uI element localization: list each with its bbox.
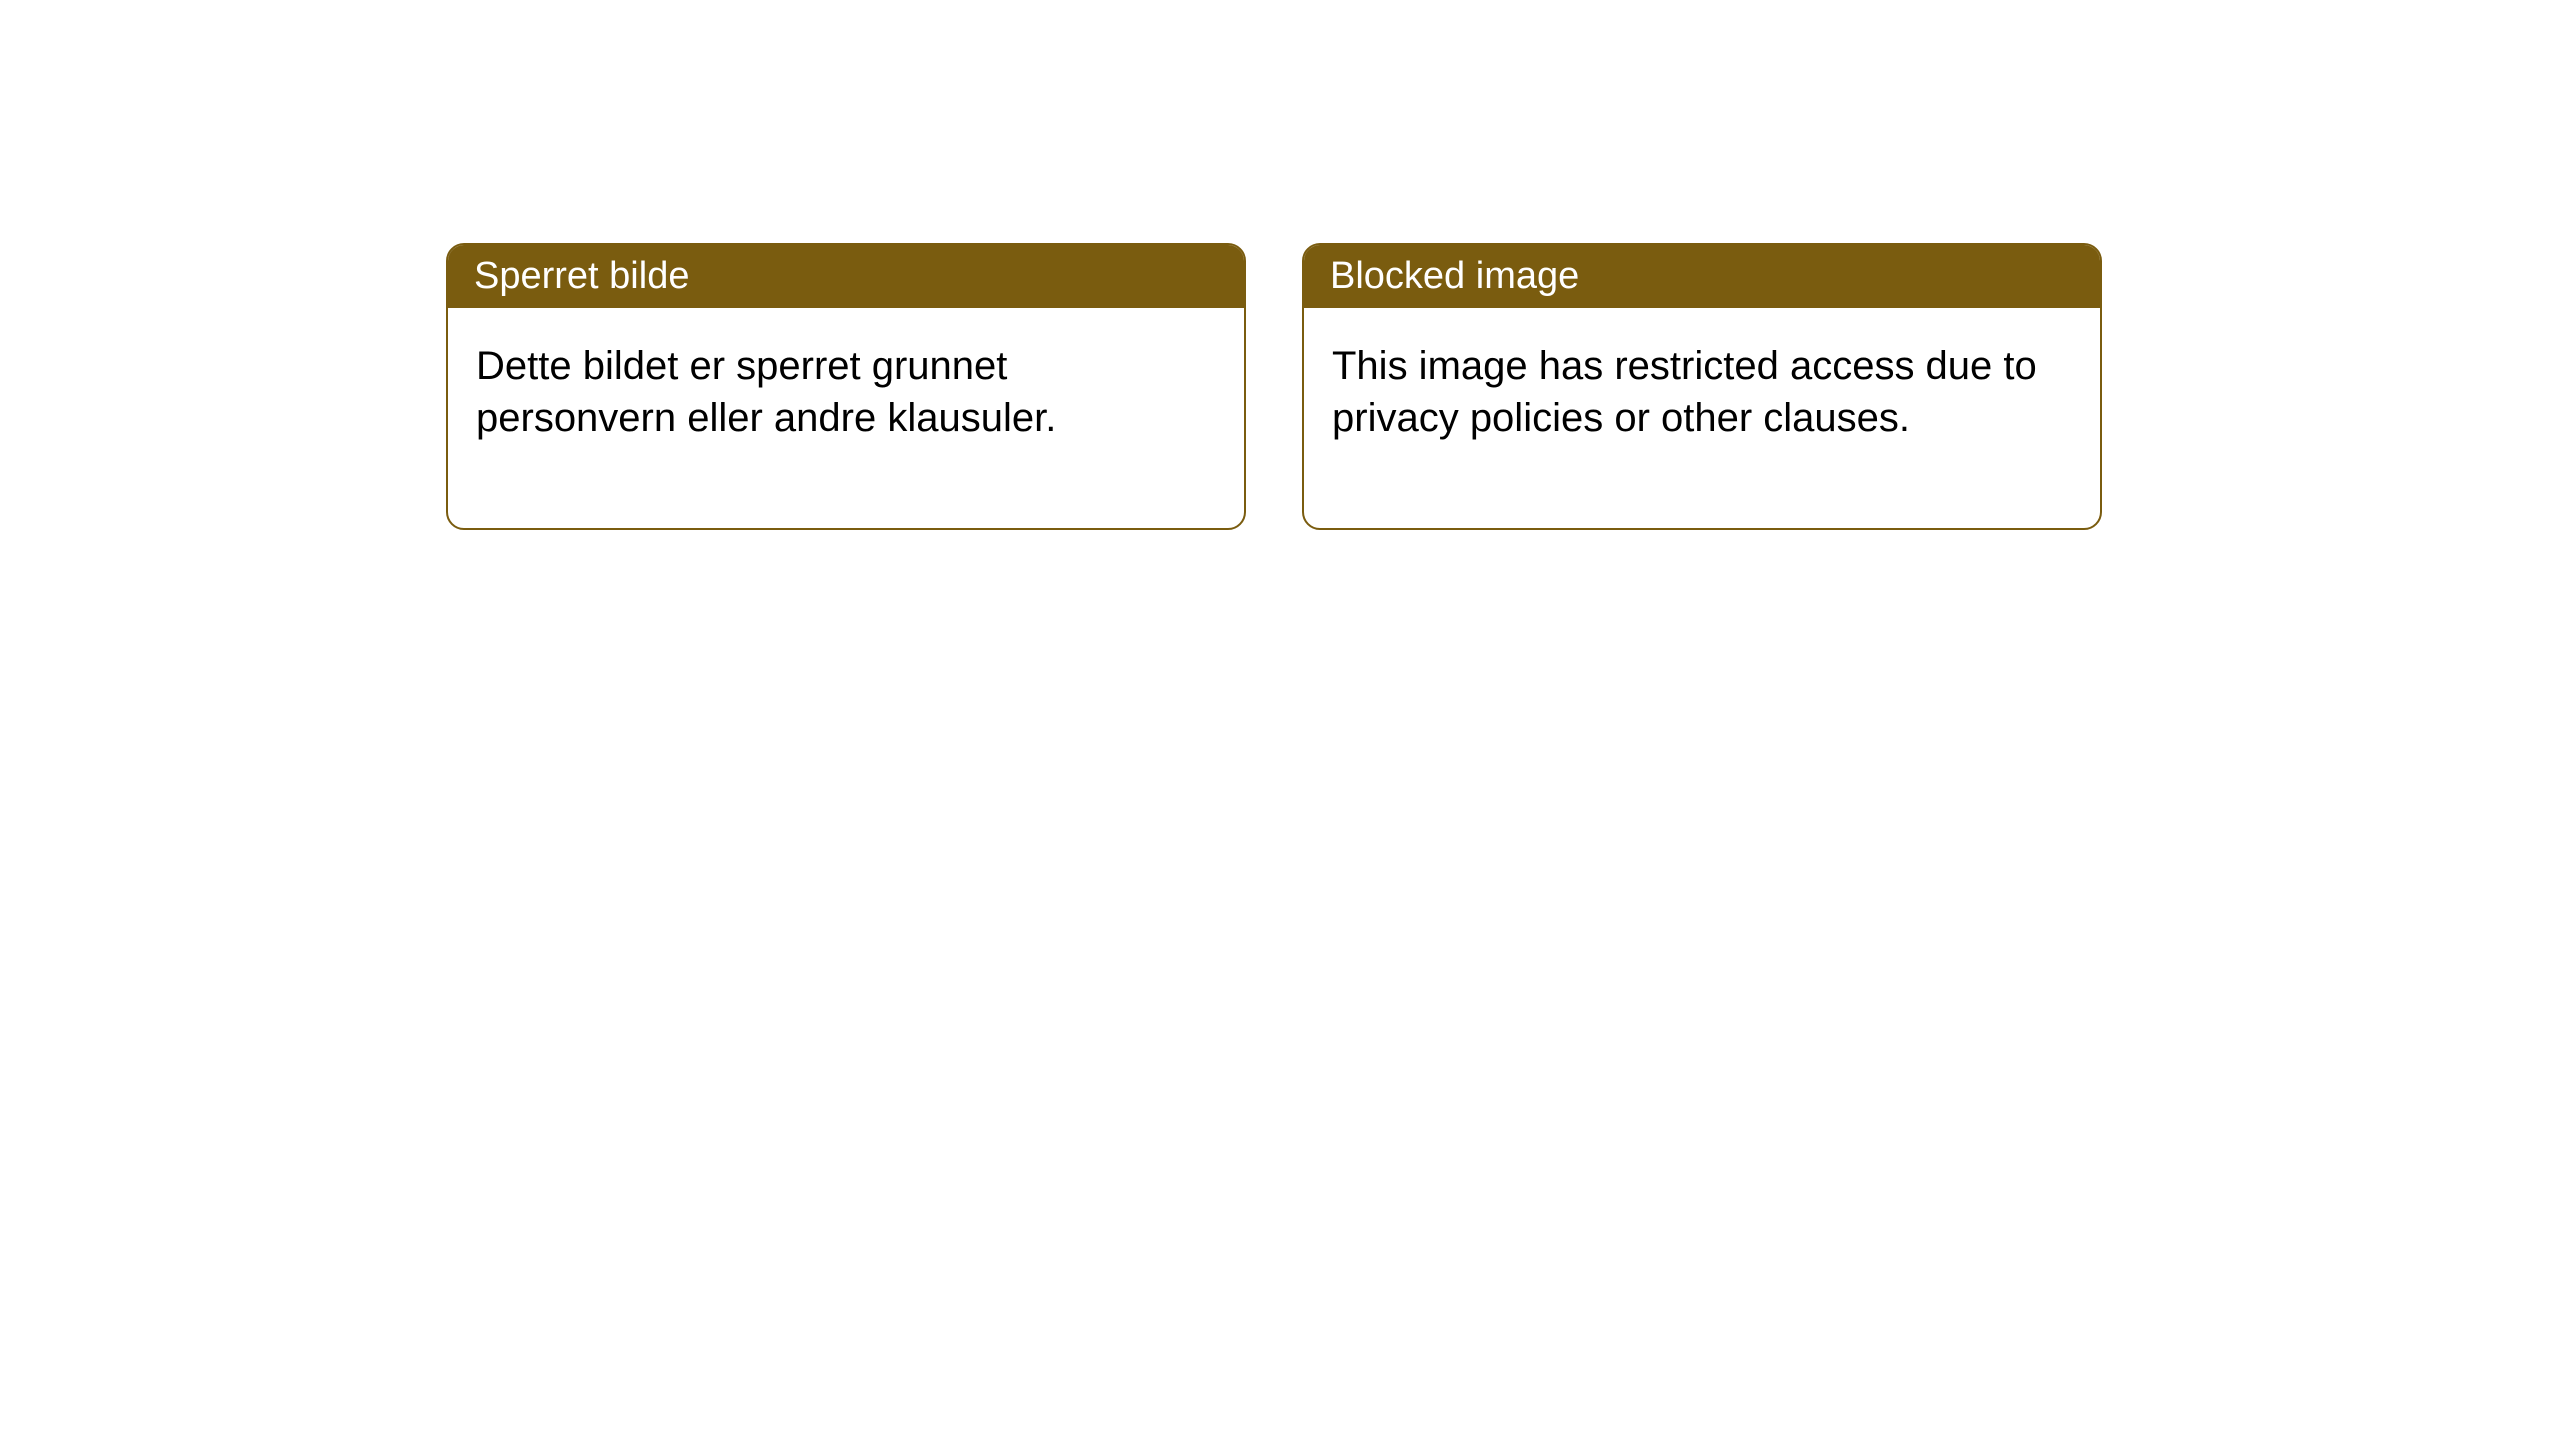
notice-card-norwegian: Sperret bilde Dette bildet er sperret gr… [446, 243, 1246, 530]
notice-card-english: Blocked image This image has restricted … [1302, 243, 2102, 530]
notice-body-text: Dette bildet er sperret grunnet personve… [476, 344, 1056, 440]
notice-card-body: Dette bildet er sperret grunnet personve… [448, 308, 1244, 528]
notice-card-header: Sperret bilde [448, 245, 1244, 308]
notice-body-text: This image has restricted access due to … [1332, 344, 2037, 440]
notice-title: Blocked image [1330, 255, 1579, 297]
notice-card-header: Blocked image [1304, 245, 2100, 308]
notice-title: Sperret bilde [474, 255, 689, 297]
notice-card-body: This image has restricted access due to … [1304, 308, 2100, 528]
notice-container: Sperret bilde Dette bildet er sperret gr… [446, 243, 2102, 530]
